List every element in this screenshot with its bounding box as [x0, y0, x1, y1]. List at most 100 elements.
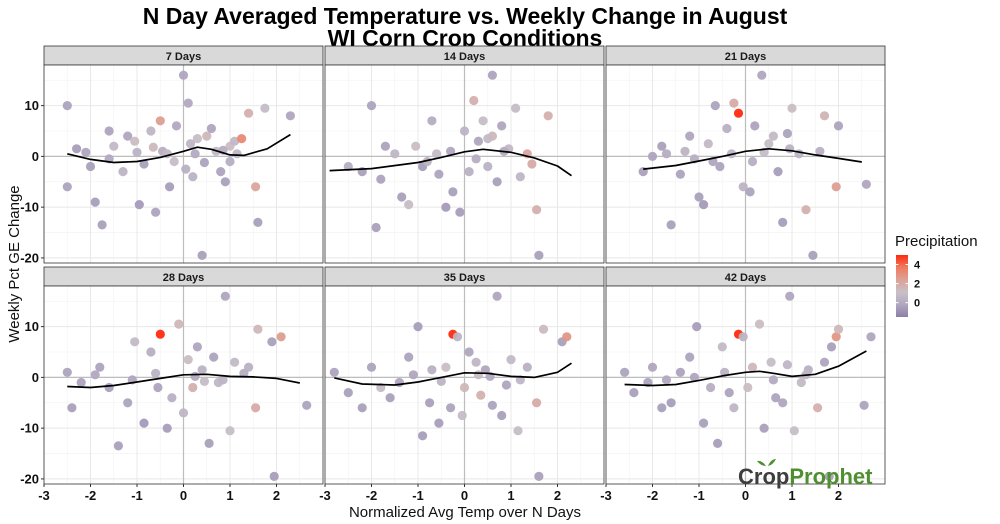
x-tick-label: -1 — [131, 488, 143, 503]
scatter-point — [232, 149, 242, 159]
scatter-point — [738, 332, 748, 342]
scatter-point — [738, 182, 748, 192]
scatter-point — [253, 324, 263, 334]
scatter-point — [527, 159, 537, 169]
y-tick-label: -20 — [20, 471, 39, 486]
scatter-point — [251, 403, 261, 413]
scatter-point — [413, 322, 423, 332]
scatter-point — [543, 111, 553, 121]
scatter-point — [139, 159, 149, 169]
scatter-point — [754, 319, 765, 329]
scatter-point — [710, 101, 720, 111]
scatter-point — [267, 337, 277, 347]
scatter-point — [629, 388, 639, 398]
scatter-point — [269, 471, 279, 481]
scatter-point — [620, 367, 630, 377]
scatter-point — [768, 131, 779, 141]
scatter-point — [72, 144, 82, 154]
x-tick-label: 2 — [554, 488, 561, 503]
scatter-point — [104, 126, 114, 136]
scatter-point — [118, 167, 128, 177]
scatter-point — [473, 370, 483, 380]
facet-panel: 42 Days -3 -2 -1 0 1 2 — [600, 266, 886, 503]
scatter-point — [366, 101, 377, 111]
scatter-point — [487, 70, 497, 80]
facet-panel: 35 Days -3 -2 -1 0 1 2 — [319, 266, 605, 503]
scatter-point — [506, 355, 516, 365]
scatter-point — [418, 431, 428, 441]
scatter-point — [771, 393, 781, 403]
scatter-point — [376, 174, 386, 184]
scatter-point — [237, 134, 247, 144]
scatter-point — [97, 220, 107, 230]
scatter-point — [768, 375, 779, 385]
scatter-point — [766, 357, 776, 367]
scatter-point — [190, 149, 200, 159]
y-tick-label: 0 — [32, 370, 39, 385]
scatter-point — [188, 172, 198, 182]
scatter-point — [123, 398, 133, 408]
scatter-point — [204, 438, 214, 448]
scatter-point — [188, 382, 198, 393]
precipitation-legend: Precipitation 4 2 0 — [895, 233, 978, 317]
chart-title: N Day Averaged Temperature vs. Weekly Ch… — [143, 3, 788, 51]
scatter-point — [457, 410, 467, 421]
scatter-point — [146, 347, 156, 357]
x-tick-label: -2 — [647, 488, 659, 503]
scatter-point — [155, 116, 165, 126]
scatter-point — [199, 157, 209, 168]
scatter-point — [680, 146, 690, 156]
scatter-point — [192, 342, 202, 352]
scatter-point — [62, 101, 72, 111]
scatter-point — [483, 134, 493, 144]
scatter-point — [692, 322, 702, 332]
scatter-point — [497, 410, 507, 421]
scatter-point — [162, 423, 172, 433]
x-tick-label: -3 — [319, 488, 331, 503]
facet-panel: 21 Days — [605, 45, 886, 264]
scatter-point — [815, 146, 825, 156]
legend-tick-label: 2 — [914, 279, 920, 291]
scatter-point — [492, 291, 502, 301]
scatter-point — [750, 121, 760, 131]
scatter-point — [174, 319, 184, 329]
scatter-point — [192, 134, 202, 144]
scatter-point — [778, 398, 788, 408]
scatter-point — [197, 250, 207, 260]
x-tick-label: 0 — [461, 488, 468, 503]
facet-panel: 14 Days — [324, 45, 605, 264]
scatter-point — [487, 400, 497, 410]
scatter-point — [497, 121, 507, 131]
scatter-point — [515, 172, 525, 182]
trend-line — [329, 148, 572, 177]
panel-border — [324, 64, 605, 264]
x-tick-label: 0 — [180, 488, 187, 503]
scatter-point — [202, 131, 212, 141]
x-tick-label: 2 — [835, 488, 842, 503]
scatter-point — [394, 377, 404, 388]
scatter-point — [675, 367, 686, 377]
scatter-point — [782, 360, 793, 370]
scatter-point — [220, 177, 230, 187]
y-tick-label: 0 — [32, 149, 39, 164]
scatter-point — [522, 362, 532, 372]
scatter-point — [794, 149, 804, 159]
scatter-point — [729, 98, 739, 108]
scatter-point — [132, 147, 142, 157]
scatter-point — [197, 365, 207, 375]
scatter-point — [787, 103, 797, 113]
logo-text-crop: Crop — [738, 464, 789, 489]
scatter-point — [471, 357, 481, 367]
scatter-point — [134, 200, 144, 210]
scatter-point — [819, 111, 830, 121]
x-tick-label: 2 — [273, 488, 280, 503]
scatter-point — [62, 182, 72, 192]
scatter-point — [689, 372, 700, 382]
scatter-point — [699, 418, 709, 428]
scatter-point — [146, 126, 156, 136]
scatter-point — [833, 324, 844, 334]
scatter-point — [434, 169, 444, 179]
scatter-point — [694, 192, 704, 202]
legend-title: Precipitation — [895, 233, 978, 250]
facet-strip-label: 28 Days — [163, 272, 205, 284]
